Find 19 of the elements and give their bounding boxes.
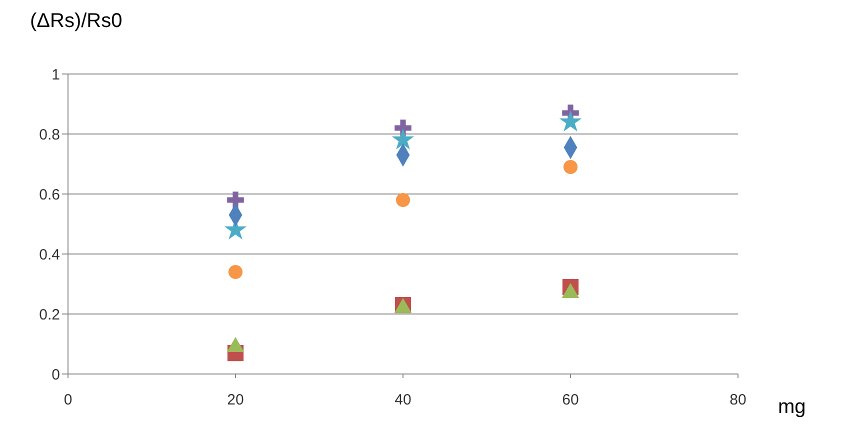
x-tick-label: 60 [562,392,579,409]
x-tick-label: 80 [730,392,746,409]
point [396,192,410,208]
y-tick-label: 0.4 [39,246,60,264]
point [227,192,244,208]
y-tick-label: 0.8 [39,126,60,144]
x-axis-title: mg [778,396,806,419]
x-tick-label: 40 [394,392,412,409]
point [559,110,582,132]
point [392,128,414,150]
x-tick-label: 0 [64,392,72,409]
y-tick-label: 1 [52,66,60,84]
point [228,264,243,280]
x-tick-label: 20 [227,392,244,409]
y-tick-label: 0.2 [39,306,60,324]
point [563,160,578,174]
y-tick-label: 0 [52,366,60,384]
y-axis-title: (ΔRs)/Rs0 [30,10,122,33]
y-tick-label: 0.6 [39,186,60,204]
